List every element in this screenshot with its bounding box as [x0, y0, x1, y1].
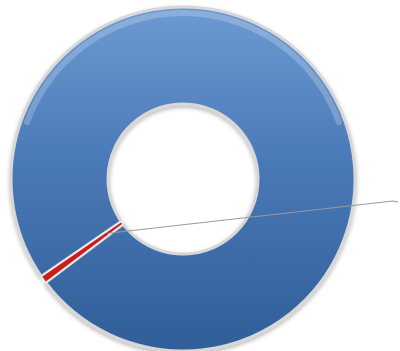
donut-slices [9, 5, 357, 351]
donut-slice-2 [40, 220, 125, 284]
donut-highlights [24, 10, 342, 126]
slice-leader-line [107, 200, 399, 234]
ring-gloss-highlight [24, 10, 342, 126]
donut-slice-1 [9, 5, 357, 351]
slice-leader-line-group [107, 200, 399, 234]
